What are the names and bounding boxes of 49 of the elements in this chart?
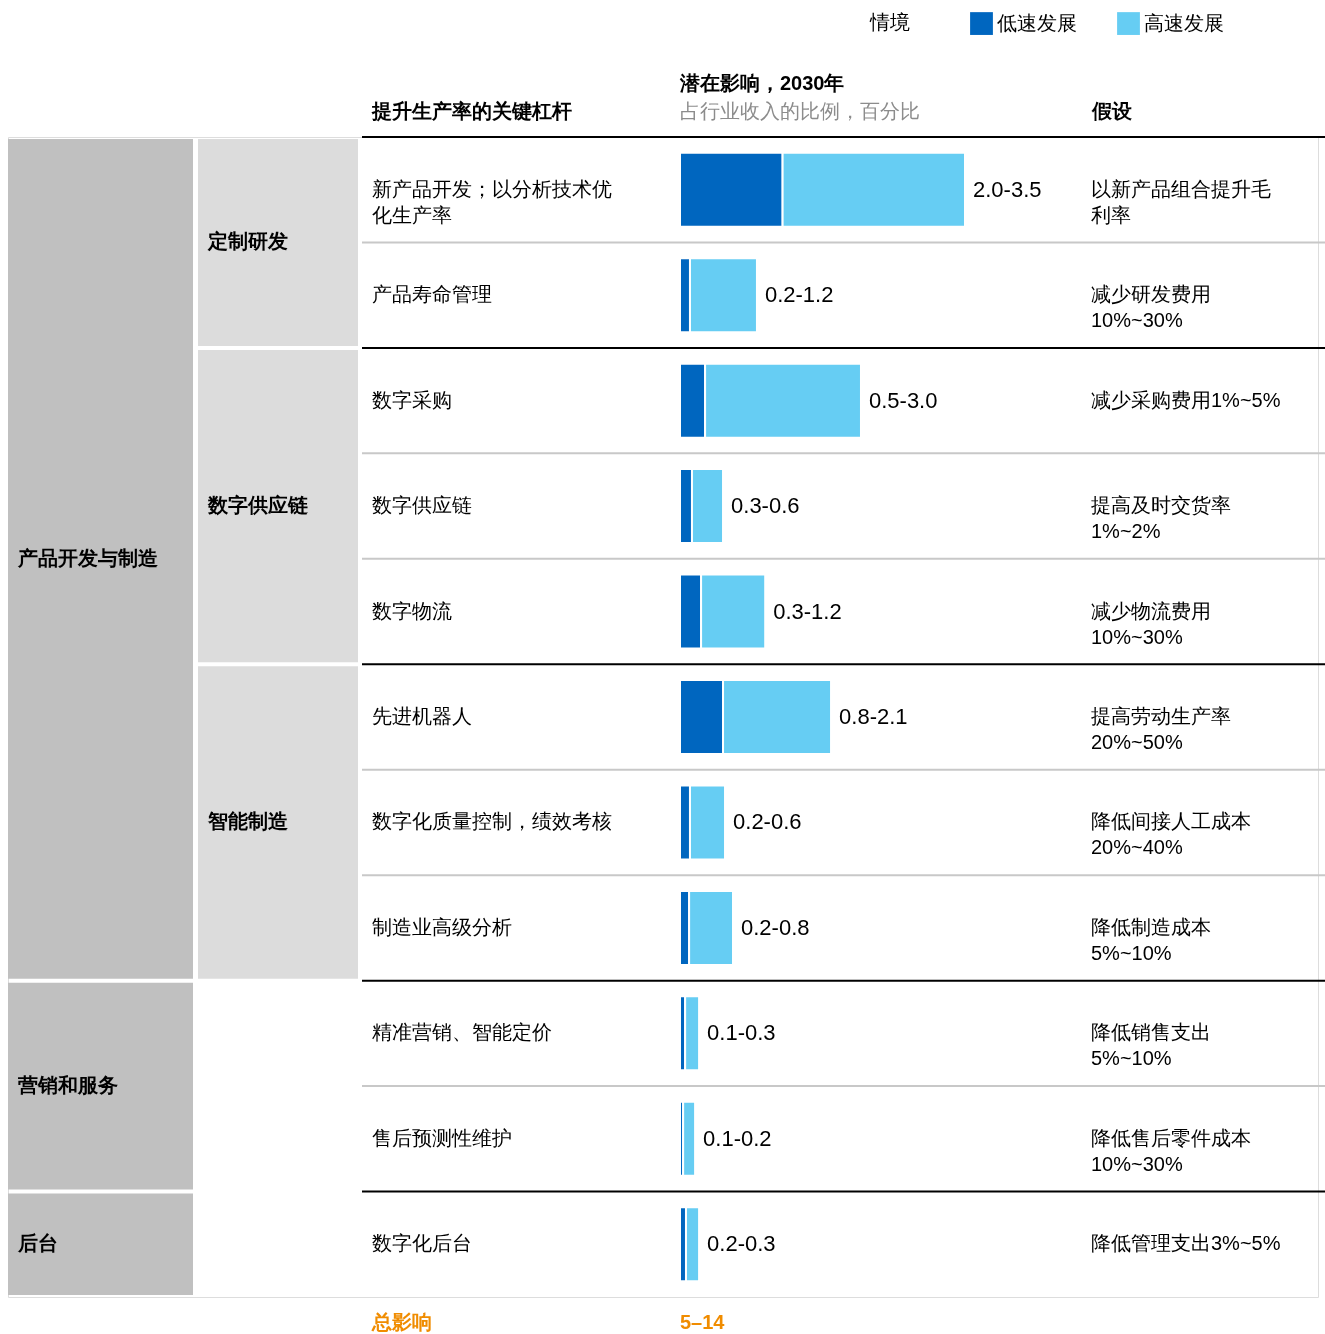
legend-label: 低速发展 [997, 11, 1077, 34]
text: 智能制造 [207, 810, 288, 833]
text: 降低制造成本5%~10% [1091, 915, 1211, 964]
text: 提高劳动生产率20%~50% [1091, 705, 1231, 753]
chart-subtitle: 占行业收入的比例，百分比 [680, 100, 920, 122]
text: 营销和服务 [17, 1074, 118, 1097]
y-tick-label: 精准营销、智能定价 [372, 1021, 552, 1044]
y-tick-label: 数字物流 [372, 599, 452, 622]
total-label: 0.2-0.6 [733, 809, 802, 835]
total-label: 0.1-0.3 [707, 1020, 776, 1046]
text: 降低管理支出3%~5% [1091, 1232, 1281, 1255]
total-label: 2.0-3.5 [973, 176, 1042, 202]
text: 降低销售支出5%~10% [1091, 1021, 1211, 1070]
total-label: 0.5-3.0 [868, 387, 938, 413]
text: 以新产品组合提升毛利率 [1091, 177, 1271, 226]
text: 提高及时交货率1%~2% [1091, 494, 1231, 543]
text: 假设 [1091, 100, 1133, 122]
text: 数字供应链 [207, 494, 309, 517]
total-label: 0.8-2.1 [839, 704, 908, 729]
y-tick-label: 产品寿命管理 [372, 283, 492, 306]
legend-label: 高速发展 [1144, 11, 1224, 34]
text: 降低售后零件成本10%~30% [1091, 1126, 1251, 1175]
text: 降低间接人工成本20%~40% [1091, 810, 1251, 859]
text: 定制研发 [207, 230, 288, 253]
y-tick-label: 售后预测性维护 [372, 1126, 512, 1149]
total-label: 0.2-0.8 [741, 914, 810, 940]
legend-title: 情境 [869, 11, 910, 33]
bar [682, 1100, 697, 1177]
y-tick-label: 数字采购 [372, 388, 452, 411]
y-tick-label: 数字化后台 [372, 1232, 472, 1255]
text: 减少物流费用10%~30% [1091, 599, 1211, 648]
y-tick-label: 数字化质量控制，绩效考核 [372, 810, 612, 833]
text: 减少研发费用10%~30% [1091, 283, 1211, 332]
y-tick-label: 制造业高级分析 [372, 915, 512, 938]
text: 5–14 [680, 1311, 726, 1333]
text: 提升生产率的关键杠杆 [371, 100, 572, 122]
total-label: 0.3-0.6 [731, 493, 800, 519]
total-label: 0.2-1.2 [764, 282, 834, 308]
total-label: 0.1-0.2 [703, 1125, 772, 1151]
total-label: 0.3-1.2 [773, 598, 842, 624]
text: 减少采购费用1%~5% [1091, 388, 1281, 411]
text: 产品开发与制造 [17, 546, 158, 569]
y-tick-label: 数字供应链 [372, 494, 472, 517]
total-label: 0.2-0.3 [707, 1231, 776, 1257]
text: 后台 [17, 1232, 58, 1255]
text: 总影响 [371, 1311, 432, 1333]
y-tick-label: 先进机器人 [372, 705, 472, 727]
chart-title: 潜在影响，2030年 [679, 72, 845, 94]
y-tick-label: 新产品开发；以分析技术优化生产率 [372, 177, 612, 226]
